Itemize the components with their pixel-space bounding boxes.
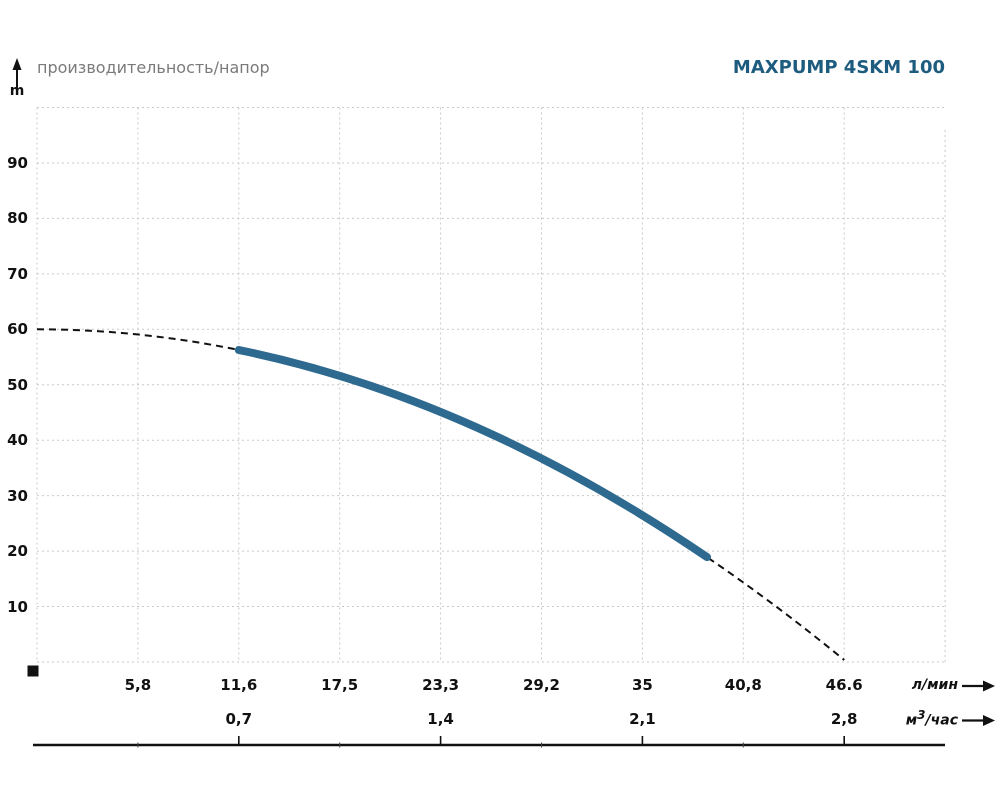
head-curve-solid [234, 346, 711, 562]
x-tick-lmin-label: 5,8 [124, 676, 152, 694]
x-tick-lmin-label: 46.6 [825, 676, 863, 694]
x-tick-m3h-label: 1,4 [427, 710, 454, 728]
x-tick-m3h-label: 2,8 [830, 710, 858, 728]
y-tick-label: 50 [7, 375, 28, 394]
y-axis-title: производительность/напор [37, 58, 270, 77]
x-tick-lmin-label: 29,2 [522, 676, 560, 694]
y-tick-label: 70 [7, 264, 28, 283]
x-axis-unit-lmin: л/мин [911, 677, 958, 693]
y-tick-label: 30 [7, 486, 28, 505]
secondary-axis [33, 736, 945, 748]
y-tick-label: 60 [7, 320, 28, 339]
y-axis-unit: m [9, 83, 25, 99]
y-tick-label: 20 [7, 542, 28, 561]
origin-marker [27, 665, 39, 677]
lmin-axis-arrow-icon [962, 680, 995, 692]
m3h-unit-pre: м [905, 712, 918, 729]
secondary-axis-minor-ticks [137, 742, 744, 748]
y-axis-arrow-icon [12, 58, 22, 90]
m3h-unit-sup: 3 [917, 708, 926, 722]
y-tick-label: 80 [7, 209, 28, 228]
m3h-unit-post: /час [925, 712, 958, 729]
y-tick-label: 90 [7, 154, 28, 172]
x-tick-lmin-label: 11,6 [220, 676, 258, 694]
x-tick-m3h-label: 2,1 [629, 710, 656, 728]
x-tick-lmin-label: 35 [631, 676, 653, 694]
x-tick-lmin-label: 17,5 [321, 676, 359, 694]
gridlines [36, 107, 946, 663]
y-tick-label: 10 [7, 597, 28, 616]
x-tick-m3h-label: 0,7 [225, 710, 253, 728]
y-tick-label: 40 [7, 431, 28, 450]
x-tick-lmin-label: 40,8 [724, 676, 762, 694]
secondary-axis-labeled-ticks [238, 736, 846, 744]
x-axis-unit-m3h: м3/час [880, 708, 958, 729]
m3h-axis-arrow-icon [962, 715, 995, 726]
chart-title: MAXPUMP 4SKM 100 [732, 57, 945, 78]
x-tick-lmin-label: 23,3 [422, 676, 460, 694]
